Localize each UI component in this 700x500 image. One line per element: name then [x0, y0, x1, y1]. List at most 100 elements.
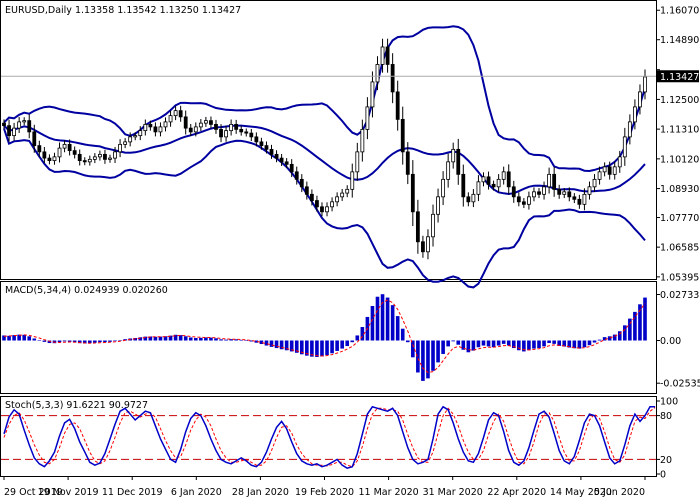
macd-bar: [279, 340, 284, 350]
macd-bar: [264, 340, 269, 346]
macd-bar: [416, 340, 420, 373]
candle-body: [607, 166, 612, 175]
macd-bar: [320, 340, 324, 357]
macd-bar: [542, 340, 546, 347]
candle-body: [527, 196, 531, 205]
macd-bar: [98, 340, 102, 343]
macd-bar: [471, 340, 476, 351]
macd-bar: [234, 339, 238, 341]
macd-bar: [567, 340, 572, 348]
candle-body: [415, 211, 420, 243]
candle-body: [249, 132, 254, 138]
candle-body: [476, 181, 481, 195]
candle-body: [562, 191, 567, 195]
candle-body: [461, 173, 466, 198]
macd-bar: [577, 340, 582, 349]
macd-bar: [188, 337, 193, 341]
candle-body: [491, 183, 496, 188]
macd-bar: [224, 339, 228, 341]
macd-bar: [461, 340, 466, 350]
candle-body: [234, 123, 239, 130]
candle-body: [284, 161, 289, 165]
candle-body: [178, 110, 183, 118]
macd-bar: [173, 334, 178, 341]
candle-body: [547, 173, 552, 188]
candle-body: [375, 64, 380, 83]
macd-bar: [310, 340, 314, 357]
candle-body: [496, 178, 501, 188]
candle-body: [229, 123, 234, 132]
candle-body: [52, 156, 57, 162]
candle-body: [113, 151, 117, 159]
candle-body: [32, 131, 37, 147]
candle-body: [380, 46, 385, 65]
candle-body: [633, 106, 637, 123]
macd-bar: [103, 340, 107, 343]
macd-bar: [305, 340, 309, 356]
macd-bar: [602, 337, 607, 341]
candle-body: [219, 128, 223, 138]
macd-bar: [67, 340, 72, 342]
time-axis-label: 11 Mar 2020: [358, 487, 418, 498]
stoch-pane-frame: [0, 396, 657, 477]
candle-body: [168, 115, 173, 123]
macd-bar: [380, 294, 385, 341]
macd-bar: [350, 340, 355, 343]
candle-body: [400, 118, 405, 153]
stoch-axis-label: 100: [660, 397, 678, 408]
macd-bar: [284, 340, 289, 351]
candle-body: [330, 201, 334, 208]
candle-body: [22, 120, 27, 123]
macd-bar: [27, 336, 32, 341]
candle-body: [82, 160, 87, 163]
macd-bar: [451, 340, 456, 342]
pane-frames: [0, 0, 657, 477]
macd-signal-line: [3, 299, 646, 374]
macd-bar: [204, 337, 208, 341]
candle-body: [426, 236, 430, 253]
time-axis-label: 19 Nov 2019: [38, 487, 99, 498]
candle-body: [309, 193, 314, 201]
macd-bar: [501, 340, 506, 344]
macd-bar: [269, 340, 274, 347]
macd-bar: [193, 337, 198, 341]
candle-body: [274, 153, 279, 159]
bollinger-lower-line: [3, 128, 646, 289]
candle-body: [577, 198, 582, 205]
macd-bar: [506, 340, 511, 346]
macd-bar: [315, 340, 319, 357]
candle-body: [582, 193, 587, 205]
candle-body: [627, 121, 632, 138]
macd-bar: [158, 336, 163, 341]
macd-bar: [431, 340, 435, 371]
candle-body: [198, 122, 203, 128]
macd-bar: [496, 340, 501, 346]
axes: 1.16070 1.14890 1.12500 1.11310 1.10120 1.089…: [3, 6, 700, 498]
macd-bar: [82, 340, 87, 344]
candle-body: [602, 166, 607, 173]
current-price-label: 1.13427: [660, 72, 699, 83]
price-pane: 1.13427: [1, 25, 699, 289]
macd-bar: [214, 338, 218, 341]
candle-body: [17, 121, 22, 129]
candle-body: [12, 127, 16, 137]
macd-bar: [183, 336, 188, 341]
candle-body: [72, 150, 77, 155]
candle-body: [279, 157, 284, 163]
candle-body: [148, 123, 153, 128]
price-pane-frame: [0, 0, 657, 280]
macd-bar: [299, 340, 304, 355]
macd-bar: [491, 340, 496, 348]
macd-bar: [370, 305, 375, 341]
candle-body: [2, 122, 6, 127]
candle-body: [203, 120, 208, 124]
candle-body: [188, 127, 193, 133]
macd-bar: [375, 296, 380, 341]
candle-body: [42, 151, 47, 159]
macd-bar: [426, 340, 430, 379]
price-axis-label: 1.12500: [660, 95, 699, 106]
macd-bar: [532, 340, 536, 349]
candle-body: [617, 156, 622, 168]
candle-body: [27, 120, 32, 133]
macd-bar: [168, 335, 173, 341]
